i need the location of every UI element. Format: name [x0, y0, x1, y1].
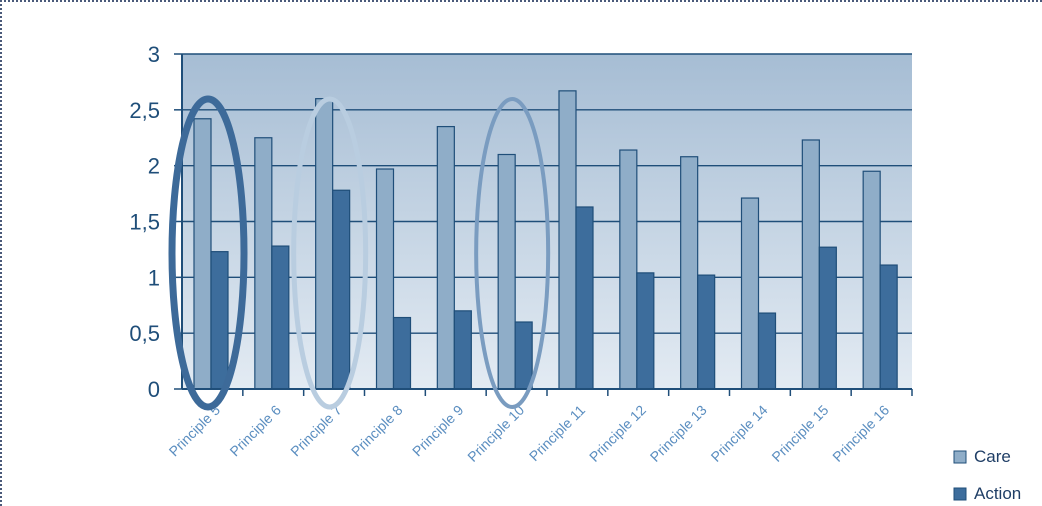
- x-tick-label: Principle 15: [768, 402, 831, 465]
- y-tick-label: 0,5: [129, 321, 160, 346]
- x-tick-label: Principle 10: [464, 402, 527, 465]
- x-tick-label: Principle 7: [287, 402, 345, 460]
- y-tick-label: 1: [148, 265, 160, 290]
- x-tick-label: Principle 6: [226, 402, 284, 460]
- bar-care: [558, 90, 577, 390]
- highlight-ellipse: [168, 95, 248, 411]
- bar-action: [879, 264, 898, 390]
- bar-action: [332, 189, 351, 390]
- y-tick-label: 1,5: [129, 210, 160, 235]
- bar-action: [757, 312, 777, 390]
- bar-care: [619, 149, 638, 390]
- y-tick-label: 2,5: [129, 98, 160, 123]
- x-tick-labels: Principle 5 Principle 6 Principle 7 Princip…: [166, 402, 893, 465]
- legend-swatch-care: [953, 450, 967, 464]
- legend-label-action: Action: [974, 484, 1021, 503]
- bar-care: [193, 118, 212, 390]
- x-tick-label: Principle 9: [409, 402, 467, 460]
- x-tick-label: Principle 11: [526, 402, 588, 464]
- bar-care: [254, 137, 273, 390]
- x-tick-label: Principle 16: [829, 402, 892, 465]
- x-tick-label: Principle 8: [348, 402, 406, 460]
- bar-care: [375, 168, 395, 390]
- bar-action: [697, 274, 716, 390]
- y-tick-label: 2: [148, 154, 160, 179]
- highlight-ellipses: [168, 95, 551, 411]
- bar-action: [453, 310, 472, 390]
- legend-label-care: Care: [974, 447, 1011, 466]
- bar-care: [862, 170, 881, 390]
- bar-action: [514, 321, 533, 390]
- y-tick-labels: 0 0,5 1 1,5 2 2,5 3: [129, 42, 182, 402]
- bar-action: [636, 272, 655, 390]
- x-tick-label: Principle 5: [166, 402, 224, 460]
- highlight-ellipse: [291, 96, 369, 410]
- bar-care: [740, 197, 760, 390]
- bar-care: [680, 156, 699, 390]
- y-tick-label: 3: [148, 42, 160, 67]
- bar-action: [210, 251, 229, 390]
- highlight-ellipse: [474, 97, 551, 409]
- bar-action: [818, 246, 837, 390]
- bar-care: [436, 125, 455, 390]
- legend-swatch-action: [953, 487, 967, 501]
- bar-action: [575, 206, 594, 390]
- y-tick-label: 0: [148, 377, 160, 402]
- x-tick-label: Principle 14: [708, 402, 771, 465]
- bar-care: [801, 139, 820, 390]
- x-tick-label: Principle 12: [586, 402, 649, 465]
- x-tick-label: Principle 13: [647, 402, 710, 465]
- legend: Care Action: [953, 447, 1021, 503]
- bar-action: [392, 316, 412, 390]
- bar-care: [497, 153, 516, 390]
- bar-care: [315, 98, 334, 390]
- bar-action: [271, 245, 290, 390]
